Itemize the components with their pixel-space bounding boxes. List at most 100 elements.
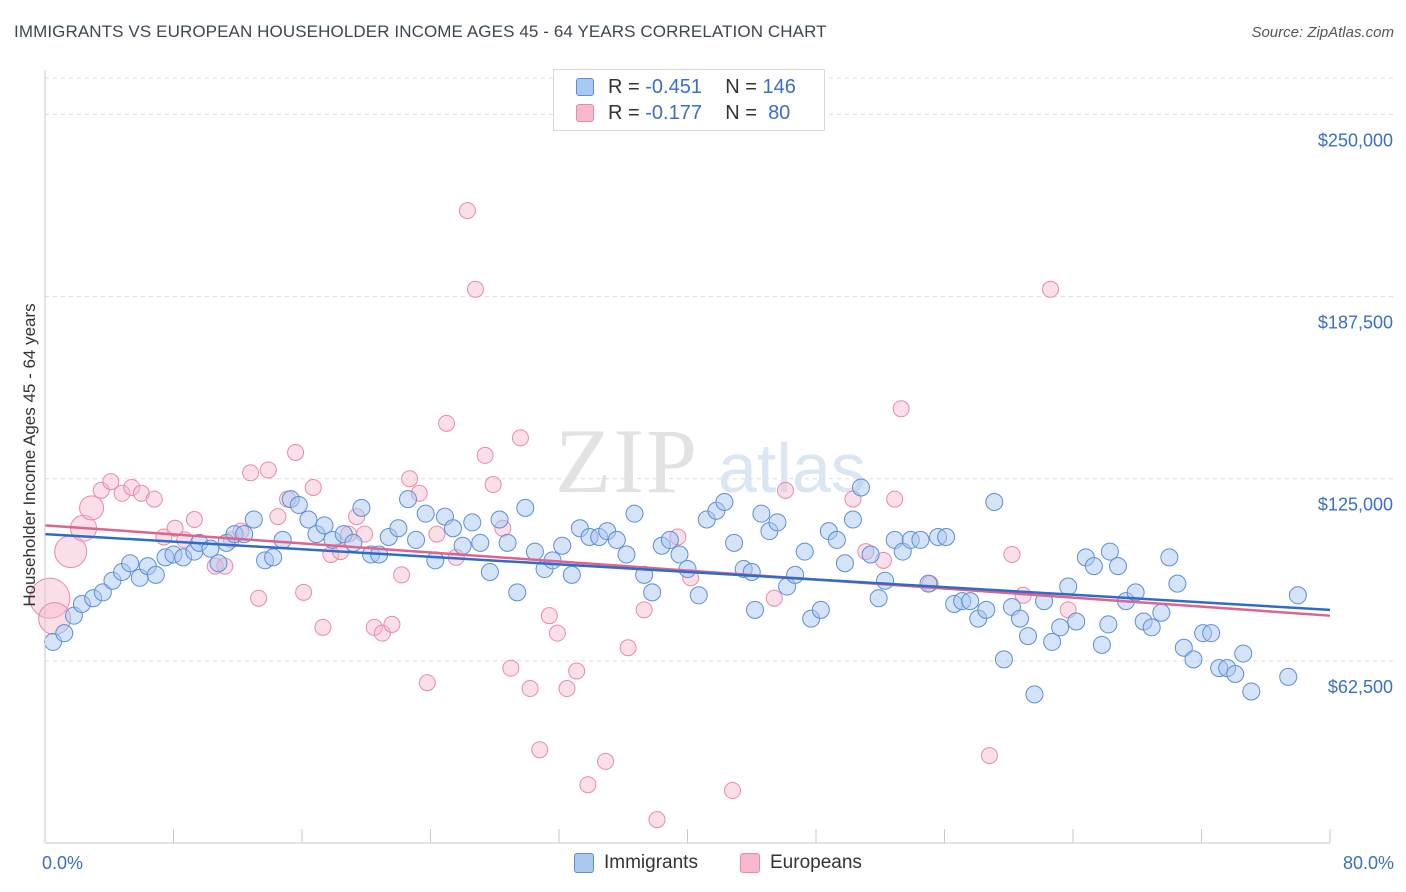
immigrants-points [44,478,1307,704]
europeans-legend-swatch [740,853,760,873]
n-label: N = [725,75,757,98]
europeans-point [558,680,576,698]
immigrants-point [1160,548,1179,567]
immigrants-point [93,583,112,602]
x-axis-max-label: 80.0% [1342,853,1394,873]
immigrants-point [416,504,435,523]
immigrants-point [985,493,1004,512]
immigrants-point [1067,612,1086,631]
immigrants-point [299,510,318,529]
immigrants-point [553,536,572,555]
europeans-point [113,484,131,502]
europeans-point [287,443,305,461]
immigrants-point [525,542,544,561]
immigrants-point [1099,615,1118,634]
europeans-point [648,811,666,829]
europeans-point [531,741,549,759]
immigrants-point [1051,618,1070,637]
immigrants-point [1288,586,1307,605]
legend-row-europeans: R = -0.177 N = 80 [576,100,790,126]
europeans-point [401,470,419,488]
legend-item-immigrants[interactable]: Immigrants [574,852,698,874]
europeans-point [242,464,260,482]
legend-row-immigrants: R = -0.451 N = 146 [576,74,796,100]
y-tick-label: $187,500 [1318,313,1393,333]
y-tick-label: $62,500 [1328,677,1393,697]
immigrants-point [745,600,764,619]
immigrants-point [811,600,830,619]
immigrants-point [471,533,490,552]
immigrants-point [1152,603,1171,622]
n-value: 80 [768,101,791,124]
immigrants-point [1059,577,1078,596]
immigrants-point [768,513,787,532]
europeans-legend-label: Europeans [770,852,862,873]
immigrants-legend-swatch [574,853,594,873]
immigrants-point [273,530,292,549]
europeans-point [502,659,520,677]
immigrants-point [607,530,626,549]
europeans-point [484,476,502,494]
immigrants-point [463,513,482,532]
europeans-point [269,508,287,526]
watermark-zip: ZIP [555,410,699,512]
europeans-point [145,490,163,508]
immigrants-point [786,565,805,584]
europeans-points [29,202,1077,829]
immigrants-point [869,589,888,608]
immigrants-point [876,571,895,590]
europeans-point [79,495,105,521]
r-label: R = [608,75,640,98]
europeans-point [635,601,653,619]
europeans-trend-line [44,524,1331,617]
immigrants-point [244,510,263,529]
immigrants-point [625,504,644,523]
europeans-point [373,624,391,642]
europeans-point [166,519,184,537]
europeans-point [304,478,322,496]
immigrants-point [1043,632,1062,651]
europeans-point [92,481,110,499]
immigrants-point [516,498,535,517]
legend-item-europeans[interactable]: Europeans [740,852,862,874]
europeans-point [521,680,539,698]
europeans-point [29,577,71,619]
immigrants-point [795,542,814,561]
immigrants-point [961,592,980,611]
immigrants-point [352,498,371,517]
immigrants-trend-line [44,532,1331,612]
immigrants-point [919,574,938,593]
europeans-point [1042,280,1060,298]
immigrants-point [1234,644,1253,663]
immigrants-point [1010,609,1029,628]
europeans-point [102,473,120,491]
immigrants-point [508,583,527,602]
watermark-atlas: atlas [718,429,866,507]
europeans-point [980,747,998,765]
immigrants-point [843,510,862,529]
n-value: 146 [762,75,796,98]
immigrants-point [443,519,462,538]
immigrants-point [407,530,426,549]
immigrants-point [1279,667,1298,686]
europeans-point [723,782,741,800]
immigrants-point [670,545,689,564]
immigrants-point [660,530,679,549]
immigrants-point [389,519,408,538]
europeans-point [314,618,332,636]
immigrants-point [1084,557,1103,576]
immigrants-point [752,504,771,523]
immigrants-point [1100,542,1119,561]
immigrants-point [1168,574,1187,593]
immigrants-point [994,650,1013,669]
europeans-point [597,752,615,770]
europeans-point [458,202,476,220]
immigrants-point [490,510,509,529]
immigrants-point [835,554,854,573]
immigrants-point [121,554,140,573]
immigrants-point [289,495,308,514]
immigrants-point [209,554,228,573]
trend-lines [44,524,1331,617]
n-label: N = [725,101,757,124]
immigrants-swatch [576,78,594,96]
